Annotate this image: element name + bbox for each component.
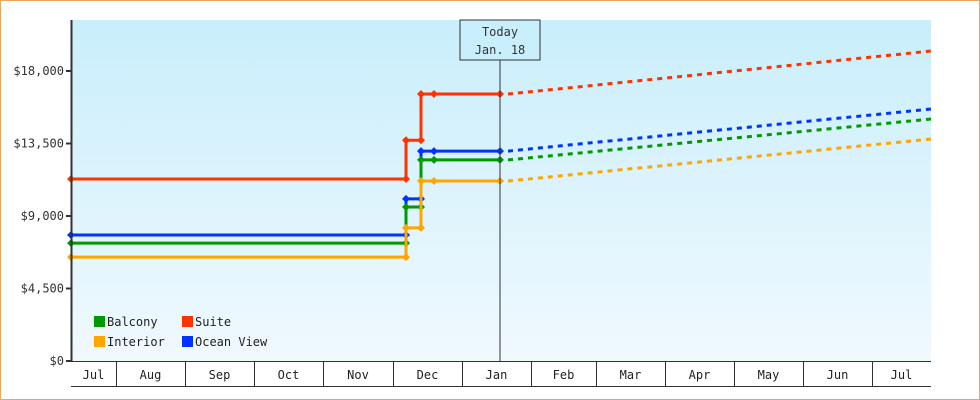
legend-swatch-icon <box>182 336 193 347</box>
data-point-marker[interactable] <box>430 177 438 186</box>
data-point-marker[interactable] <box>417 136 425 145</box>
x-tick-label: Jul <box>891 368 913 382</box>
x-tick-label: Nov <box>347 368 369 382</box>
series-interior <box>67 137 932 262</box>
data-point-marker[interactable] <box>430 90 438 99</box>
legend-swatch-icon <box>182 316 193 327</box>
data-point-marker[interactable] <box>402 253 410 262</box>
y-axis-ticks: $0 $4,500 $9,000 $13,500 $18,000 <box>13 64 71 368</box>
y-tick-label: $0 <box>50 354 64 368</box>
x-axis: Jul Aug Sep Oct Nov Dec Jan Feb Mar Apr May Jun Jul <box>71 361 931 387</box>
y-tick-label: $18,000 <box>13 64 64 78</box>
data-point-marker[interactable] <box>417 147 425 156</box>
legend: Balcony Suite Interior Ocean View <box>94 315 268 349</box>
x-tick-label: Oct <box>278 368 300 382</box>
data-point-marker[interactable] <box>430 147 438 156</box>
x-tick-label: Sep <box>209 368 231 382</box>
y-tick-label: $9,000 <box>21 209 64 223</box>
x-tick-label: Aug <box>140 368 162 382</box>
data-point-marker[interactable] <box>402 194 410 203</box>
x-tick-label: Jan <box>486 368 508 382</box>
svg-text:Today: Today <box>482 25 518 39</box>
data-point-marker[interactable] <box>402 202 410 211</box>
legend-swatch-icon <box>94 316 105 327</box>
legend-label: Suite <box>195 315 231 329</box>
data-point-marker[interactable] <box>417 177 425 186</box>
data-point-marker[interactable] <box>402 174 410 183</box>
y-tick-label: $13,500 <box>13 137 64 151</box>
legend-label: Interior <box>107 335 165 349</box>
x-tick-label: Feb <box>553 368 575 382</box>
today-annotation: Today Jan. 18 <box>459 19 541 61</box>
x-tick-label: Jul <box>83 368 105 382</box>
svg-text:Jan. 18: Jan. 18 <box>475 43 526 57</box>
x-tick-label: May <box>758 368 780 382</box>
legend-label: Ocean View <box>195 335 268 349</box>
legend-swatch-icon <box>94 336 105 347</box>
data-point-marker[interactable] <box>417 90 425 99</box>
data-point-marker[interactable] <box>430 155 438 164</box>
y-tick-label: $4,500 <box>21 282 64 296</box>
plot-area <box>72 20 931 361</box>
data-point-marker[interactable] <box>402 136 410 145</box>
legend-label: Balcony <box>107 315 158 329</box>
data-point-marker[interactable] <box>417 223 425 232</box>
series-suite <box>67 49 932 183</box>
x-tick-label: Dec <box>417 368 439 382</box>
data-point-marker[interactable] <box>402 223 410 232</box>
x-tick-label: Apr <box>689 368 711 382</box>
data-point-marker[interactable] <box>417 155 425 164</box>
x-tick-label: Jun <box>827 368 849 382</box>
x-tick-label: Mar <box>620 368 642 382</box>
